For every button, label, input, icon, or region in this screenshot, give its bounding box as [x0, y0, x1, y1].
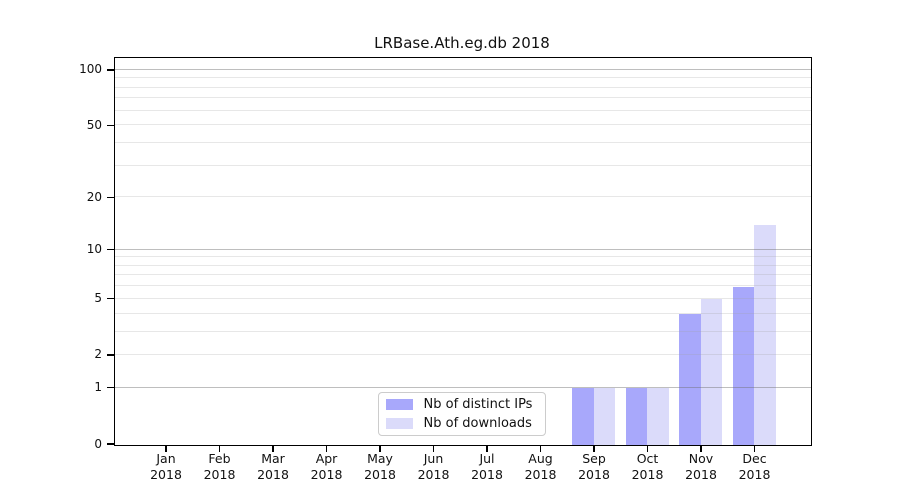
x-tick-mark-dec	[753, 445, 756, 452]
legend-swatch-downloads	[385, 417, 413, 429]
y-tick-label-20: 20	[86, 189, 102, 204]
y-tick-mark-1	[107, 387, 114, 389]
bar-nov-nb-of-distinct-ips	[679, 314, 701, 445]
x-tick-mark-apr	[325, 445, 328, 452]
x-tick-mark-oct	[646, 445, 649, 452]
x-tick-label-apr: Apr 2018	[310, 451, 343, 482]
y-tick-mark-2	[107, 354, 114, 356]
x-tick-mark-mar	[272, 445, 274, 452]
legend: Nb of distinct IPs Nb of downloads	[377, 391, 546, 436]
x-tick-mark-feb	[218, 445, 221, 452]
legend-item-distinct-ips: Nb of distinct IPs	[385, 396, 545, 412]
x-tick-mark-may	[379, 445, 381, 452]
y-tick-mark-100	[107, 69, 114, 71]
y-tick-mark-50	[107, 124, 114, 126]
y-tick-label-5: 5	[94, 291, 102, 306]
bar-dec-nb-of-distinct-ips	[732, 286, 754, 445]
y-tick-mark-10	[107, 248, 114, 251]
chart-title: LRBase.Ath.eg.db 2018	[374, 34, 550, 52]
x-tick-label-mar: Mar 2018	[257, 451, 289, 482]
x-tick-label-may: May 2018	[364, 451, 396, 482]
y-tick-label-1: 1	[94, 380, 102, 395]
y-tick-label-0: 0	[94, 436, 102, 451]
x-tick-mark-jan	[165, 445, 167, 452]
y-tick-mark-5	[107, 298, 114, 300]
bar-oct-nb-of-downloads	[647, 388, 669, 445]
y-tick-label-50: 50	[86, 117, 102, 132]
bars-layer	[115, 58, 811, 445]
x-tick-mark-sep	[593, 445, 595, 452]
legend-label-distinct-ips: Nb of distinct IPs	[423, 396, 533, 412]
x-tick-label-aug: Aug 2018	[524, 451, 557, 482]
y-tick-mark-20	[107, 196, 114, 198]
y-tick-mark-0	[107, 443, 114, 445]
bar-dec-nb-of-downloads	[754, 225, 776, 445]
x-tick-label-oct: Oct 2018	[631, 451, 664, 482]
plot-area: Nb of distinct IPs Nb of downloads	[113, 56, 812, 446]
legend-label-downloads: Nb of downloads	[423, 415, 532, 431]
bar-nov-nb-of-downloads	[700, 299, 722, 445]
x-tick-mark-aug	[539, 445, 542, 452]
x-tick-label-jul: Jul 2018	[471, 451, 503, 482]
x-tick-mark-jul	[486, 445, 488, 452]
legend-swatch-distinct-ips	[385, 398, 413, 410]
x-tick-mark-jun	[432, 445, 435, 452]
y-tick-label-100: 100	[79, 62, 102, 77]
y-tick-label-2: 2	[94, 347, 102, 362]
bar-sep-nb-of-distinct-ips	[572, 388, 594, 445]
x-tick-label-nov: Nov 2018	[685, 451, 717, 482]
x-tick-label-jun: Jun 2018	[417, 451, 450, 482]
x-tick-label-feb: Feb 2018	[203, 451, 236, 482]
bar-sep-nb-of-downloads	[593, 388, 615, 445]
legend-item-downloads: Nb of downloads	[385, 415, 545, 431]
x-tick-label-dec: Dec 2018	[738, 451, 771, 482]
y-tick-label-10: 10	[86, 242, 102, 257]
bar-oct-nb-of-distinct-ips	[625, 388, 647, 445]
x-tick-mark-nov	[700, 445, 702, 452]
x-tick-label-jan: Jan 2018	[150, 451, 182, 482]
x-tick-label-sep: Sep 2018	[578, 451, 610, 482]
